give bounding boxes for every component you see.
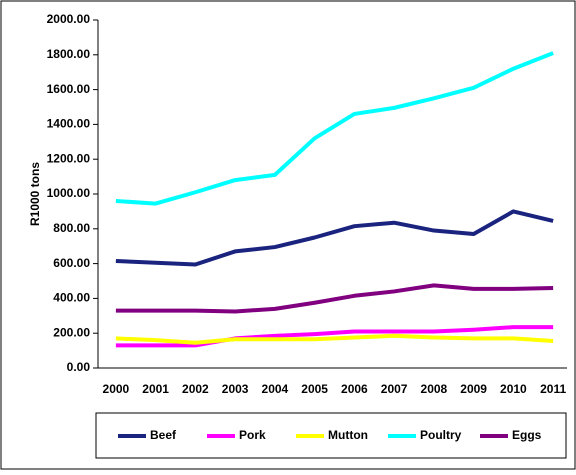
x-tick-label: 2011 — [540, 382, 566, 396]
series-line — [115, 325, 554, 348]
x-tick-label: 2000 — [103, 382, 130, 396]
series-line — [115, 51, 554, 206]
x-tick-label: 2007 — [381, 382, 408, 396]
y-tick-label: 600.00 — [53, 256, 90, 270]
legend-label: Mutton — [328, 428, 368, 442]
x-tick-label: 2003 — [222, 382, 249, 396]
x-tick-label: 2004 — [262, 382, 289, 396]
legend-label: Poultry — [420, 428, 462, 442]
y-tick-label: 1800.00 — [47, 47, 91, 61]
x-tick-label: 2008 — [421, 382, 448, 396]
x-tick-label: 2009 — [460, 382, 487, 396]
x-tick-label: 2001 — [142, 382, 169, 396]
x-tick-label: 2002 — [182, 382, 209, 396]
y-tick-label: 1600.00 — [47, 82, 91, 96]
y-tick-label: 1000.00 — [47, 186, 91, 200]
y-tick-label: 1400.00 — [47, 117, 91, 131]
y-tick-label: 800.00 — [53, 221, 90, 235]
series-line — [115, 283, 554, 314]
y-tick-label: 400.00 — [53, 291, 90, 305]
legend-label: Pork — [239, 428, 266, 442]
x-tick-label: 2010 — [500, 382, 527, 396]
series-line — [115, 209, 554, 267]
legend-label: Beef — [150, 428, 177, 442]
y-axis-label: R1000 tons — [28, 162, 42, 226]
y-tick-label: 1200.00 — [47, 151, 91, 165]
series-line — [115, 333, 554, 345]
x-tick-label: 2006 — [341, 382, 368, 396]
y-tick-label: 2000.00 — [47, 12, 91, 26]
x-tick-label: 2005 — [301, 382, 328, 396]
legend-label: Eggs — [512, 428, 542, 442]
y-tick-label: 200.00 — [53, 325, 90, 339]
y-tick-label: 0.00 — [67, 360, 91, 374]
